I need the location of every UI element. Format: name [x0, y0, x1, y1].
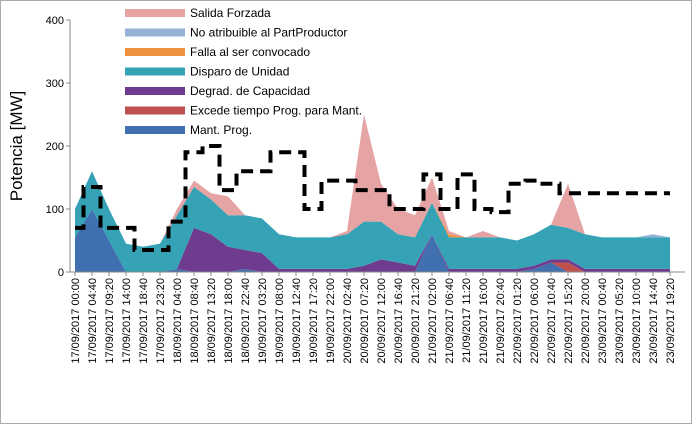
x-tick-label: 17/09/2017 23:20: [155, 278, 167, 364]
legend-label: Falla al ser convocado: [190, 45, 310, 59]
area: [75, 209, 670, 272]
legend-label: Degrad. de Capacidad: [190, 84, 310, 98]
legend-label: Disparo de Unidad: [190, 65, 289, 79]
x-tick-label: 22/09/2017 20:00: [580, 278, 592, 364]
legend-label: Mant. Prog.: [190, 123, 252, 137]
x-tick-label: 18/09/2017 13:20: [206, 278, 218, 364]
legend-swatch: [125, 126, 185, 134]
y-tick-label: 100: [46, 204, 64, 216]
x-tick-label: 19/09/2017 22:00: [325, 278, 337, 364]
x-tick-label: 17/09/2017 18:40: [138, 278, 150, 364]
x-tick-label: 23/09/2017 10:00: [631, 278, 643, 364]
dashed-line: [75, 144, 670, 252]
legend-swatch: [125, 28, 185, 37]
x-tick-label: 19/09/2017 12:40: [291, 278, 303, 364]
x-tick-label: 21/09/2017 16:00: [478, 278, 490, 364]
x-tick-label: 17/09/2017 14:00: [121, 278, 133, 364]
y-tick-label: 400: [46, 15, 64, 27]
x-tick-label: 17/09/2017 09:20: [104, 278, 116, 364]
x-tick-label: 18/09/2017 04:00: [172, 278, 184, 364]
legend-label: Salida Forzada: [190, 6, 271, 20]
x-tick-label: 19/09/2017 17:20: [308, 278, 320, 364]
x-tick-label: 20/09/2017 07:20: [359, 278, 371, 364]
x-tick-label: 22/09/2017 01:20: [512, 278, 524, 364]
area: [75, 114, 670, 247]
x-tick-label: 20/09/2017 02:40: [342, 278, 354, 364]
x-tick-label: 23/09/2017 05:20: [614, 278, 626, 364]
x-tick-label: 22/09/2017 15:20: [563, 278, 575, 364]
x-tick-label: 17/09/2017 04:40: [87, 278, 99, 364]
legend-swatch: [125, 67, 185, 76]
x-tick-label: 22/09/2017 06:00: [529, 278, 541, 364]
y-tick-label: 0: [58, 267, 64, 279]
y-axis-label: Potencia [MW]: [7, 91, 26, 202]
x-tick-label: 21/09/2017 06:40: [444, 278, 456, 364]
x-tick-label: 23/09/2017 19:20: [665, 278, 677, 364]
legend-label: No atribuible al PartProductor: [190, 26, 347, 40]
x-tick-label: 19/09/2017 03:20: [257, 278, 269, 364]
x-tick-label: 21/09/2017 11:20: [461, 278, 473, 363]
x-tick-label: 18/09/2017 22:40: [240, 278, 252, 364]
x-tick-label: 18/09/2017 18:00: [223, 278, 235, 364]
legend-swatch: [125, 87, 185, 95]
x-tick-label: 19/09/2017 08:00: [274, 278, 286, 364]
y-tick-label: 200: [46, 141, 64, 153]
legend-swatch: [125, 106, 185, 115]
x-tick-label: 21/09/2017 20:40: [495, 278, 507, 364]
legend-swatch: [125, 9, 185, 17]
x-tick-label: 22/09/2017 10:40: [546, 278, 558, 364]
x-tick-label: 21/09/2017 02:00: [427, 278, 439, 364]
x-tick-label: 20/09/2017 21:20: [410, 278, 422, 364]
legend-swatch: [125, 48, 185, 56]
x-tick-label: 17/09/2017 00:00: [70, 278, 82, 364]
legend-label: Excede tiempo Prog. para Mant.: [190, 104, 362, 118]
x-tick-label: 20/09/2017 16:40: [393, 278, 405, 364]
x-tick-label: 18/09/2017 08:40: [189, 278, 201, 364]
x-tick-label: 20/09/2017 12:00: [376, 278, 388, 364]
x-tick-label: 23/09/2017 00:40: [597, 278, 609, 364]
x-tick-label: 23/09/2017 14:40: [648, 278, 660, 364]
y-tick-label: 300: [46, 78, 64, 90]
